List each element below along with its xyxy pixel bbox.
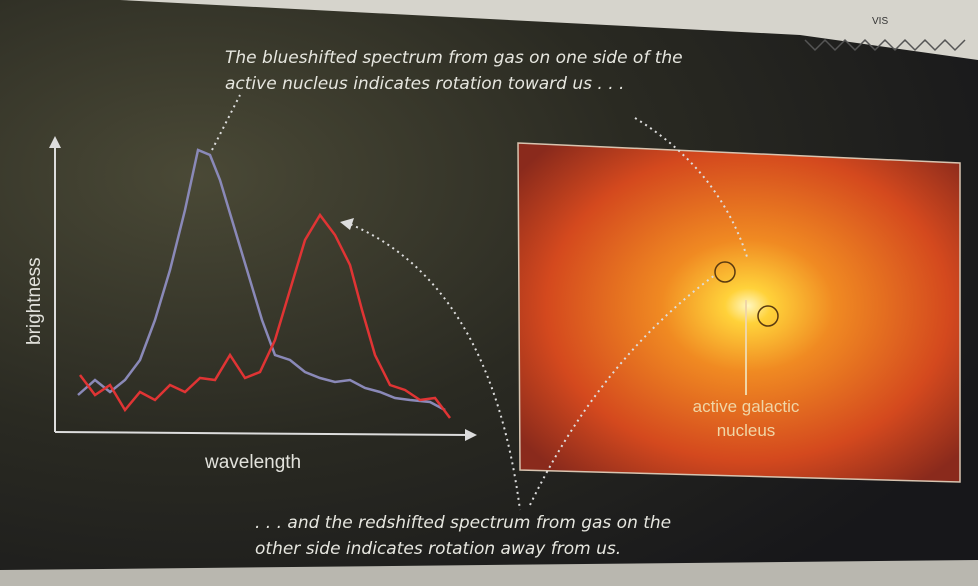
nucleus-label: active galactic <box>693 397 800 416</box>
nucleus-label: nucleus <box>717 421 776 440</box>
bottom-caption-line: . . . and the redshifted spectrum from g… <box>255 513 671 533</box>
top-caption-line: active nucleus indicates rotation toward… <box>225 74 624 94</box>
x-label: wavelength <box>204 452 301 473</box>
badge: VIS <box>872 16 888 27</box>
y-label: brightness <box>24 257 45 345</box>
page: VIS The blueshifted spectrum from gas on… <box>0 0 978 586</box>
top-caption-line: The blueshifted spectrum from gas on one… <box>225 48 683 68</box>
bottom-caption-line: other side indicates rotation away from … <box>255 539 621 559</box>
